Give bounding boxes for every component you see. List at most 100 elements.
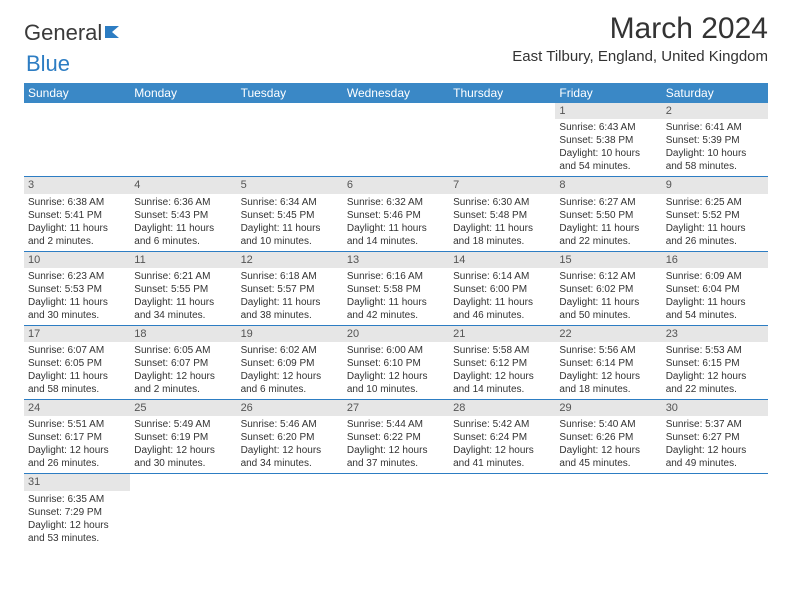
day-number: 1 bbox=[555, 103, 661, 119]
calendar-cell-empty bbox=[555, 474, 661, 548]
sunset-text: Sunset: 5:38 PM bbox=[559, 134, 657, 147]
weekday-header: Saturday bbox=[662, 83, 768, 103]
sunrise-text: Sunrise: 6:27 AM bbox=[559, 196, 657, 209]
day-number: 31 bbox=[24, 474, 130, 490]
logo: General bbox=[24, 20, 126, 46]
sunrise-text: Sunrise: 5:37 AM bbox=[666, 418, 764, 431]
calendar-cell-empty bbox=[130, 103, 236, 177]
sunset-text: Sunset: 6:00 PM bbox=[453, 283, 551, 296]
sunrise-text: Sunrise: 5:51 AM bbox=[28, 418, 126, 431]
sunset-text: Sunset: 5:53 PM bbox=[28, 283, 126, 296]
sunrise-text: Sunrise: 5:40 AM bbox=[559, 418, 657, 431]
calendar-row: 10 Sunrise: 6:23 AMSunset: 5:53 PM Dayligh… bbox=[24, 251, 768, 325]
calendar-body: 1Sunrise: 6:43 AMSunset: 5:38 PMDaylight… bbox=[24, 103, 768, 548]
sunrise-text: Sunrise: 6:18 AM bbox=[241, 270, 339, 283]
daylight-text: Daylight: 12 hours and 49 minutes. bbox=[666, 444, 764, 470]
daylight-text: Daylight: 12 hours and 22 minutes. bbox=[666, 370, 764, 396]
calendar-cell: 21Sunrise: 5:58 AMSunset: 6:12 PMDayligh… bbox=[449, 325, 555, 399]
day-number: 22 bbox=[555, 326, 661, 342]
sunrise-text: Sunrise: 6:23 AM bbox=[28, 270, 126, 283]
daylight-text: Daylight: 11 hours and 34 minutes. bbox=[134, 296, 232, 322]
sunset-text: Sunset: 6:20 PM bbox=[241, 431, 339, 444]
day-number: 18 bbox=[130, 326, 236, 342]
calendar-cell: 3Sunrise: 6:38 AMSunset: 5:41 PMDaylight… bbox=[24, 177, 130, 251]
sunset-text: Sunset: 5:48 PM bbox=[453, 209, 551, 222]
daylight-text: Daylight: 10 hours and 58 minutes. bbox=[666, 147, 764, 173]
calendar-cell: 24Sunrise: 5:51 AMSunset: 6:17 PMDayligh… bbox=[24, 400, 130, 474]
day-number: 30 bbox=[662, 400, 768, 416]
sunset-text: Sunset: 6:17 PM bbox=[28, 431, 126, 444]
daylight-text: Daylight: 12 hours and 34 minutes. bbox=[241, 444, 339, 470]
daylight-text: Daylight: 12 hours and 26 minutes. bbox=[28, 444, 126, 470]
calendar-cell: 29Sunrise: 5:40 AMSunset: 6:26 PMDayligh… bbox=[555, 400, 661, 474]
day-number: 13 bbox=[343, 252, 449, 268]
calendar-cell: 9Sunrise: 6:25 AMSunset: 5:52 PMDaylight… bbox=[662, 177, 768, 251]
sunrise-text: Sunrise: 5:46 AM bbox=[241, 418, 339, 431]
sunset-text: Sunset: 5:45 PM bbox=[241, 209, 339, 222]
sunset-text: Sunset: 5:58 PM bbox=[347, 283, 445, 296]
weekday-header: Sunday bbox=[24, 83, 130, 103]
calendar-cell: 23Sunrise: 5:53 AMSunset: 6:15 PMDayligh… bbox=[662, 325, 768, 399]
daylight-text: Daylight: 11 hours and 10 minutes. bbox=[241, 222, 339, 248]
day-number: 8 bbox=[555, 177, 661, 193]
daylight-text: Daylight: 12 hours and 18 minutes. bbox=[559, 370, 657, 396]
day-number: 20 bbox=[343, 326, 449, 342]
day-number: 2 bbox=[662, 103, 768, 119]
weekday-header: Monday bbox=[130, 83, 236, 103]
day-number: 16 bbox=[662, 252, 768, 268]
daylight-text: Daylight: 12 hours and 2 minutes. bbox=[134, 370, 232, 396]
daylight-text: Daylight: 11 hours and 42 minutes. bbox=[347, 296, 445, 322]
sunset-text: Sunset: 5:41 PM bbox=[28, 209, 126, 222]
calendar-cell: 19Sunrise: 6:02 AMSunset: 6:09 PMDayligh… bbox=[237, 325, 343, 399]
sunset-text: Sunset: 5:57 PM bbox=[241, 283, 339, 296]
logo-text-1: General bbox=[24, 20, 102, 46]
day-number: 5 bbox=[237, 177, 343, 193]
calendar-cell: 12Sunrise: 6:18 AMSunset: 5:57 PMDayligh… bbox=[237, 251, 343, 325]
sunrise-text: Sunrise: 5:42 AM bbox=[453, 418, 551, 431]
sunrise-text: Sunrise: 6:38 AM bbox=[28, 196, 126, 209]
calendar-row: 24Sunrise: 5:51 AMSunset: 6:17 PMDayligh… bbox=[24, 400, 768, 474]
daylight-text: Daylight: 12 hours and 30 minutes. bbox=[134, 444, 232, 470]
daylight-text: Daylight: 12 hours and 41 minutes. bbox=[453, 444, 551, 470]
calendar-cell: 25 Sunrise: 5:49 AMSunset: 6:19 PMDayligh… bbox=[130, 400, 236, 474]
day-number: 10 bbox=[24, 252, 130, 268]
calendar-cell: 8Sunrise: 6:27 AMSunset: 5:50 PMDaylight… bbox=[555, 177, 661, 251]
sunset-text: Sunset: 6:10 PM bbox=[347, 357, 445, 370]
calendar-cell-empty bbox=[343, 103, 449, 177]
sunset-text: Sunset: 5:46 PM bbox=[347, 209, 445, 222]
sunrise-text: Sunrise: 6:05 AM bbox=[134, 344, 232, 357]
calendar-cell: 17Sunrise: 6:07 AMSunset: 6:05 PMDayligh… bbox=[24, 325, 130, 399]
day-number: 25 bbox=[130, 400, 236, 416]
calendar-cell: 27Sunrise: 5:44 AMSunset: 6:22 PMDayligh… bbox=[343, 400, 449, 474]
sunrise-text: Sunrise: 6:12 AM bbox=[559, 270, 657, 283]
location-text: East Tilbury, England, United Kingdom bbox=[512, 48, 768, 65]
sunset-text: Sunset: 6:14 PM bbox=[559, 357, 657, 370]
month-title: March 2024 bbox=[512, 12, 768, 46]
sunrise-text: Sunrise: 5:49 AM bbox=[134, 418, 232, 431]
sunset-text: Sunset: 6:05 PM bbox=[28, 357, 126, 370]
daylight-text: Daylight: 12 hours and 14 minutes. bbox=[453, 370, 551, 396]
sunrise-text: Sunrise: 5:58 AM bbox=[453, 344, 551, 357]
daylight-text: Daylight: 12 hours and 6 minutes. bbox=[241, 370, 339, 396]
sunset-text: Sunset: 5:55 PM bbox=[134, 283, 232, 296]
day-number: 12 bbox=[237, 252, 343, 268]
sunset-text: Sunset: 6:04 PM bbox=[666, 283, 764, 296]
sunrise-text: Sunrise: 6:35 AM bbox=[28, 493, 126, 506]
sunrise-text: Sunrise: 5:44 AM bbox=[347, 418, 445, 431]
sunset-text: Sunset: 6:07 PM bbox=[134, 357, 232, 370]
sunset-text: Sunset: 6:02 PM bbox=[559, 283, 657, 296]
sunrise-text: Sunrise: 6:09 AM bbox=[666, 270, 764, 283]
daylight-text: Daylight: 11 hours and 22 minutes. bbox=[559, 222, 657, 248]
sunrise-text: Sunrise: 5:53 AM bbox=[666, 344, 764, 357]
daylight-text: Daylight: 12 hours and 53 minutes. bbox=[28, 519, 126, 545]
calendar-cell: 30Sunrise: 5:37 AMSunset: 6:27 PMDayligh… bbox=[662, 400, 768, 474]
calendar-cell-empty bbox=[449, 103, 555, 177]
calendar-cell-empty bbox=[237, 103, 343, 177]
calendar-cell: 2Sunrise: 6:41 AMSunset: 5:39 PMDaylight… bbox=[662, 103, 768, 177]
sunrise-text: Sunrise: 6:36 AM bbox=[134, 196, 232, 209]
sunset-text: Sunset: 6:19 PM bbox=[134, 431, 232, 444]
day-number: 9 bbox=[662, 177, 768, 193]
calendar-cell-empty bbox=[24, 103, 130, 177]
logo-text-2: Blue bbox=[26, 51, 70, 76]
sunrise-text: Sunrise: 6:21 AM bbox=[134, 270, 232, 283]
